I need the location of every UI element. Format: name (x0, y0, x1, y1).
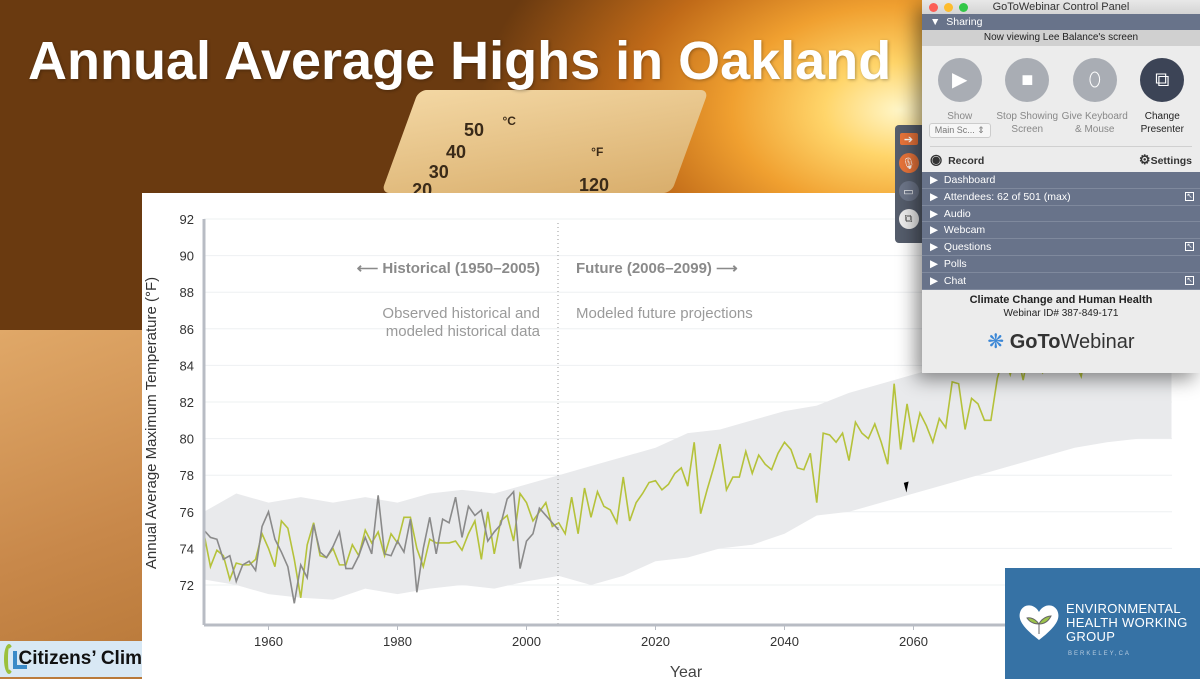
gotowebinar-flower-icon: ❋ (987, 330, 1005, 353)
y-tick-label: 80 (180, 432, 194, 447)
section-label: Polls (943, 257, 967, 270)
panel-section-attendees[interactable]: ▶ Attendees: 62 of 501 (max) ↖ (922, 188, 1200, 206)
section-label: Webcam (943, 224, 986, 237)
arrow-right-icon[interactable]: ➔ (899, 133, 918, 146)
thermometer-image: 50 40 30 20 °C °F 120 (381, 90, 709, 200)
citizens-logo-text: Citizens’ Clim (18, 648, 142, 669)
x-tick-label: 2060 (899, 634, 928, 649)
panel-section-webcam[interactable]: ▶ Webcam (922, 222, 1200, 240)
thermo-label: °C (502, 114, 516, 128)
y-tick-label: 72 (180, 578, 194, 593)
section-label: Dashboard (943, 174, 996, 186)
model-range-band (204, 319, 1172, 600)
x-tick-label: 2020 (641, 634, 670, 649)
record-icon: ◉ (930, 151, 943, 167)
y-tick-label: 76 (180, 505, 194, 520)
zoom-window-button[interactable] (959, 3, 968, 12)
monitors-icon: ⧉ (1140, 58, 1185, 102)
screen-select-value: Main Sc... (934, 125, 975, 135)
x-axis-title: Year (670, 664, 703, 679)
panel-section-questions[interactable]: ▶ Questions ↖ (922, 239, 1200, 256)
popout-icon[interactable]: ↖ (1185, 191, 1194, 201)
x-tick-label: 2000 (512, 634, 541, 649)
microphone-icon[interactable]: 🎙 (898, 153, 919, 173)
sharing-section-header[interactable]: ▼ Sharing (922, 14, 1200, 30)
close-window-button[interactable] (929, 3, 938, 12)
ehwg-name: ENVIRONMENTAL HEALTH WORKING GROUP (1066, 602, 1188, 644)
panel-section-chat[interactable]: ▶ Chat ↖ (922, 272, 1200, 290)
popout-icon[interactable]: ↖ (1185, 242, 1194, 252)
viewing-status: Now viewing Lee Balance's screen (922, 30, 1200, 46)
gotowebinar-control-panel: GoToWebinar Control Panel ▼ Sharing Now … (922, 0, 1200, 373)
series-line-observed (203, 489, 560, 604)
thermo-label: °F (591, 145, 604, 159)
change-presenter-label: Change Presenter (1140, 111, 1184, 135)
thermo-label: 50 (464, 120, 485, 140)
sharing-label: Sharing (946, 16, 983, 28)
screen-share-icon[interactable]: ⧉ (898, 209, 919, 229)
annotation-future-line1: Modeled future projections (576, 305, 753, 322)
section-label: Attendees: 62 of 501 (max) (943, 190, 1071, 203)
citizens-logo-icon (4, 644, 29, 674)
panel-titlebar: GoToWebinar Control Panel (922, 0, 1200, 14)
show-screen-button[interactable]: ▶ Show Main Sc... ⇕ (926, 58, 994, 138)
stop-showing-screen-button[interactable]: ■ Stop Showing Screen (994, 58, 1062, 138)
minimize-window-button[interactable] (944, 3, 953, 12)
y-tick-label: 84 (180, 358, 194, 373)
give-keyboard-mouse-button[interactable]: ⬯ Give Keyboard & Mouse (1061, 58, 1129, 138)
ehwg-line: GROUP (1066, 629, 1116, 644)
ehwg-line: HEALTH WORKING (1066, 615, 1188, 630)
popout-icon[interactable]: ↖ (1185, 275, 1194, 285)
stop-icon: ■ (1005, 58, 1050, 102)
y-tick-label: 90 (180, 249, 194, 264)
mouse-icon: ⬯ (1072, 58, 1117, 102)
thermo-label: 40 (445, 142, 467, 162)
webcam-icon[interactable]: ▭ (898, 181, 919, 201)
change-presenter-button[interactable]: ⧉ Change Presenter (1129, 58, 1197, 138)
panel-title: GoToWebinar Control Panel (992, 1, 1130, 13)
webinar-title: Climate Change and Human Health (969, 293, 1153, 306)
annotation-historical-line1: Observed historical and (382, 305, 540, 322)
y-tick-label: 78 (180, 468, 194, 483)
webinar-id: Webinar ID# 387-849-171 (1003, 307, 1119, 319)
y-tick-label: 74 (180, 541, 194, 556)
y-tick-label: 92 (180, 212, 194, 227)
gotowebinar-grab-tab: ➔ 🎙 ▭ ⧉ (895, 125, 922, 243)
settings-button[interactable]: ⚙Settings (1139, 152, 1192, 168)
y-tick-label: 82 (180, 395, 194, 410)
stop-label: Stop Showing Screen (996, 111, 1059, 135)
annotation-historical-title: ⟵ Historical (1950–2005) (357, 260, 540, 277)
settings-label: Settings (1150, 154, 1192, 167)
heart-sprout-icon (1019, 605, 1059, 640)
y-tick-label: 86 (180, 322, 194, 337)
x-tick-label: 2040 (770, 634, 799, 649)
citizens-climate-logo: Citizens’ Clim (0, 641, 142, 677)
section-label: Chat (943, 274, 967, 287)
brand-webinar: Webinar (1060, 330, 1135, 353)
section-label: Audio (943, 207, 971, 220)
show-label: Show (947, 111, 973, 122)
x-tick-label: 1980 (383, 634, 412, 649)
give-keyboard-label: Give Keyboard & Mouse (1061, 111, 1128, 135)
gotowebinar-logo: ❋ GoToWebinar (922, 329, 1200, 354)
record-label: Record (948, 155, 985, 167)
y-axis-title: Annual Average Maximum Temperature (°F) (143, 277, 160, 569)
slide-title: Annual Average Highs in Oakland (28, 31, 892, 91)
x-tick-label: 1960 (254, 634, 283, 649)
record-button[interactable]: ◉ Record (930, 151, 984, 168)
ehwg-location: BERKELEY,CA (1068, 651, 1131, 657)
gear-icon: ⚙ (1138, 151, 1151, 167)
ehwg-logo: ENVIRONMENTAL HEALTH WORKING GROUP BERKE… (1005, 568, 1200, 679)
annotation-future-title: Future (2006–2099) ⟶ (576, 260, 738, 277)
y-tick-label: 88 (180, 285, 194, 300)
screen-select[interactable]: Main Sc... ⇕ (928, 123, 991, 138)
brand-goto: GoTo (1009, 330, 1061, 353)
ehwg-line: ENVIRONMENTAL (1066, 601, 1181, 616)
panel-section-polls[interactable]: ▶ Polls (922, 255, 1200, 273)
panel-section-audio[interactable]: ▶ Audio (922, 205, 1200, 223)
play-icon: ▶ (937, 58, 982, 102)
section-label: Questions (943, 241, 992, 254)
panel-section-dashboard[interactable]: ▶ Dashboard (922, 172, 1200, 189)
annotation-historical-line2: modeled historical data (386, 323, 541, 340)
